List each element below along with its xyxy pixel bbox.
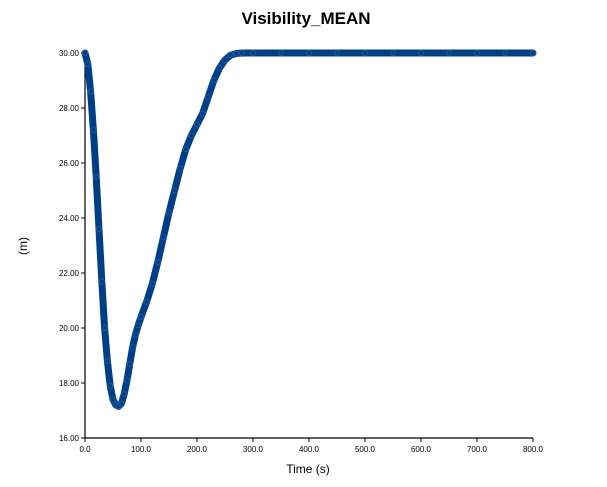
y-tick-label: 16.00: [59, 434, 80, 443]
data-point: [417, 50, 424, 57]
y-axis-ticks: 16.00 18.00 20.00 22.00 24.00 26.00 28.00 30.00: [59, 49, 85, 443]
x-tick-label: 0.0: [79, 445, 91, 454]
data-point: [233, 50, 240, 57]
data-point: [221, 56, 228, 63]
data-point: [160, 234, 167, 241]
x-tick-label: 300.0: [243, 445, 264, 454]
x-axis-label: Time (s): [286, 462, 330, 476]
data-point: [210, 77, 217, 84]
axes: [84, 53, 533, 439]
data-point: [249, 50, 256, 57]
data-point: [87, 88, 94, 95]
data-point: [126, 360, 133, 367]
data-point: [137, 313, 144, 320]
data-point: [216, 65, 223, 72]
data-point: [199, 110, 206, 117]
series-line: [81, 49, 537, 410]
data-point: [96, 225, 103, 232]
data-point: [501, 50, 508, 57]
data-point: [177, 165, 184, 172]
data-point: [121, 390, 128, 397]
data-point: [530, 50, 537, 57]
y-tick-label: 20.00: [59, 324, 80, 333]
data-point: [110, 396, 117, 403]
data-point: [193, 121, 200, 128]
data-point: [124, 377, 131, 384]
data-point: [188, 132, 195, 139]
y-tick-label: 22.00: [59, 269, 80, 278]
y-tick-label: 30.00: [59, 49, 80, 58]
series-group: [81, 49, 537, 410]
y-tick-label: 18.00: [59, 379, 80, 388]
data-point: [82, 50, 89, 57]
data-point: [305, 50, 312, 57]
data-point: [149, 280, 156, 287]
y-tick-label: 28.00: [59, 104, 80, 113]
data-point: [227, 52, 234, 59]
data-point: [154, 258, 161, 265]
data-point: [277, 50, 284, 57]
chart-title: Visibility_MEAN: [241, 9, 370, 28]
x-tick-label: 100.0: [131, 445, 152, 454]
data-point: [90, 127, 97, 134]
y-tick-label: 24.00: [59, 214, 80, 223]
data-point: [93, 173, 100, 180]
data-point: [84, 61, 91, 68]
data-point: [118, 400, 125, 407]
data-point: [101, 324, 108, 331]
data-point: [107, 382, 114, 389]
x-tick-label: 600.0: [411, 445, 432, 454]
data-point: [132, 331, 139, 338]
data-point: [182, 146, 189, 153]
data-point: [104, 357, 111, 364]
data-point: [361, 50, 368, 57]
x-tick-label: 700.0: [467, 445, 488, 454]
data-point: [445, 50, 452, 57]
data-point: [98, 278, 105, 285]
y-axis-label: (m): [16, 237, 30, 255]
data-point: [171, 187, 178, 194]
data-point: [143, 298, 150, 305]
data-point: [333, 50, 340, 57]
data-point: [389, 50, 396, 57]
data-point: [135, 322, 142, 329]
y-tick-label: 26.00: [59, 159, 80, 168]
data-point: [238, 50, 245, 57]
x-tick-label: 400.0: [299, 445, 320, 454]
data-point: [205, 94, 212, 101]
data-point: [165, 209, 172, 216]
data-point: [473, 50, 480, 57]
data-point: [129, 344, 136, 351]
x-axis-ticks: 0.0 100.0 200.0 300.0 400.0 500.0 600.0 700.0 80…: [79, 438, 544, 454]
x-tick-label: 200.0: [187, 445, 208, 454]
x-tick-label: 800.0: [523, 445, 544, 454]
x-tick-label: 500.0: [355, 445, 376, 454]
